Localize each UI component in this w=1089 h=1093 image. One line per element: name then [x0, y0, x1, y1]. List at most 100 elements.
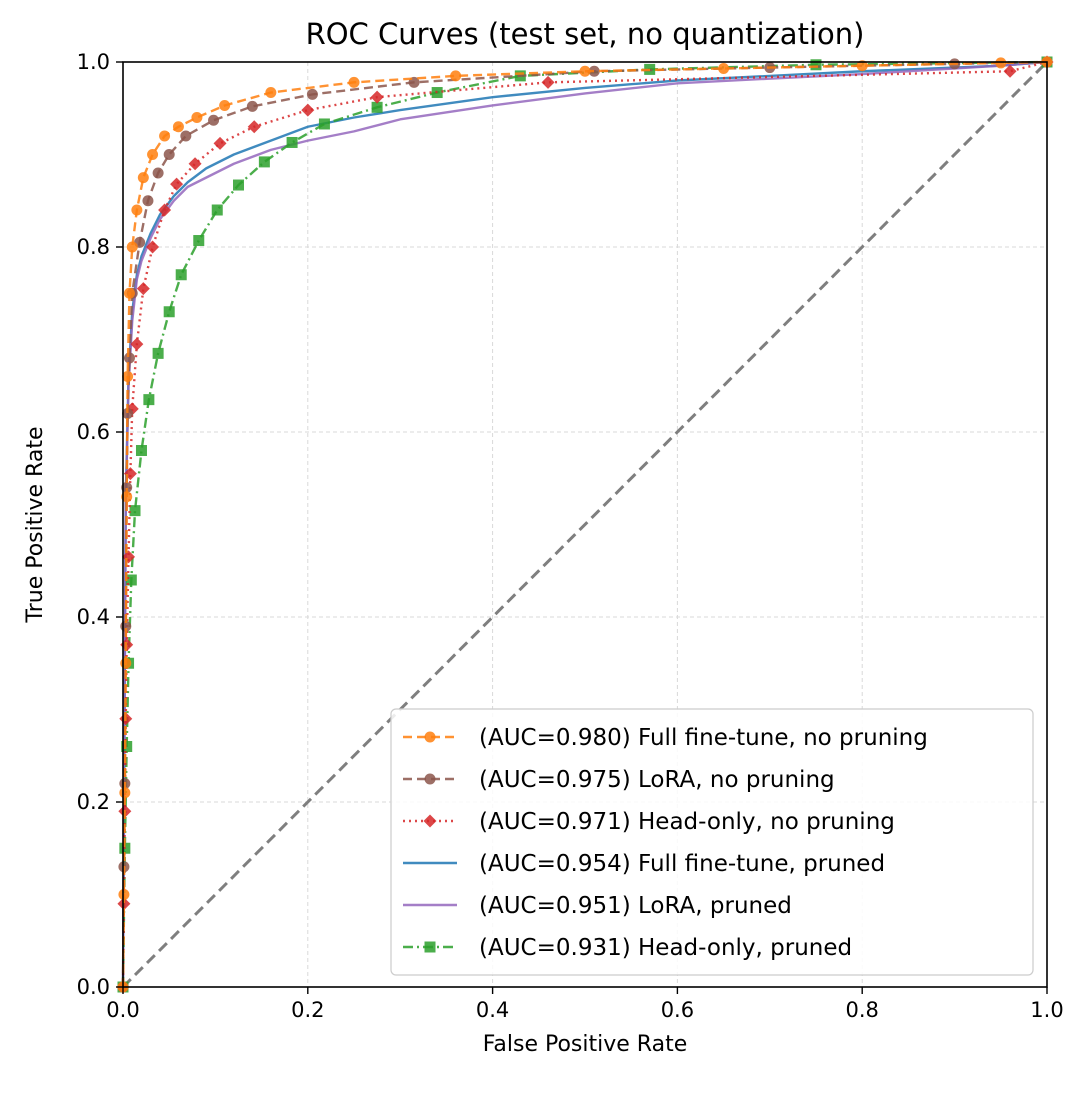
legend-swatch-marker	[424, 731, 436, 743]
data-point	[120, 657, 132, 669]
data-point	[191, 112, 203, 123]
x-tick-label: 0.4	[476, 998, 509, 1022]
legend-item: (AUC=0.931) Head-only, pruned	[403, 935, 852, 961]
series-0	[117, 56, 1053, 993]
legend-item: (AUC=0.975) LoRA, no pruning	[403, 767, 835, 793]
data-point	[129, 505, 141, 517]
data-point	[810, 59, 822, 71]
legend-swatch-marker	[424, 941, 436, 953]
data-point	[119, 787, 131, 799]
data-point	[159, 130, 171, 142]
y-tick-label: 1.0	[77, 50, 110, 74]
data-point	[541, 75, 555, 89]
data-point	[121, 491, 133, 503]
data-point	[286, 136, 298, 148]
series-line	[121, 60, 1048, 988]
series-4	[121, 60, 1048, 988]
legend-box	[390, 708, 1034, 976]
data-point	[121, 482, 133, 493]
chart-title: ROC Curves (test set, no quantization)	[306, 17, 865, 51]
data-point	[170, 177, 184, 191]
data-point	[117, 897, 131, 911]
y-tick-label: 0.6	[77, 420, 110, 444]
data-point	[175, 269, 187, 281]
data-point	[188, 157, 202, 171]
data-point	[158, 203, 172, 217]
legend-item: (AUC=0.954) Full fine-tune, pruned	[403, 851, 885, 877]
legend-label: (AUC=0.954) Full fine-tune, pruned	[479, 851, 885, 877]
data-point	[122, 408, 134, 419]
data-point	[142, 195, 154, 207]
x-tick-label: 1.0	[1030, 998, 1063, 1022]
data-point	[246, 100, 258, 112]
data-point	[131, 204, 143, 216]
series-group	[116, 55, 1054, 994]
data-point	[152, 347, 164, 359]
data-point	[146, 240, 160, 254]
data-point	[856, 60, 868, 72]
series-line	[121, 60, 1048, 988]
data-point	[211, 204, 223, 216]
legend-item: (AUC=0.951) LoRA, pruned	[403, 893, 792, 919]
y-tick-label: 0.2	[77, 790, 110, 814]
data-point	[122, 550, 136, 564]
y-tick-label: 0.0	[77, 975, 110, 999]
data-point	[136, 282, 150, 296]
data-point	[370, 90, 384, 104]
data-point	[130, 337, 144, 351]
legend-swatch-marker	[424, 773, 436, 785]
x-tick-label: 0.0	[106, 998, 139, 1022]
y-axis-label: True Positive Rate	[23, 427, 48, 624]
data-point	[180, 130, 192, 142]
legend-item: (AUC=0.971) Head-only, no pruning	[403, 809, 895, 835]
legend-label: (AUC=0.980) Full fine-tune, no pruning	[479, 725, 928, 751]
data-point	[588, 65, 600, 77]
legend-label: (AUC=0.971) Head-only, no pruning	[479, 809, 895, 835]
legend-label: (AUC=0.975) LoRA, no pruning	[479, 767, 835, 793]
x-tick-label: 0.6	[661, 998, 694, 1022]
data-point	[718, 62, 730, 74]
data-point	[995, 57, 1007, 69]
data-point	[348, 76, 360, 88]
data-point	[208, 114, 220, 126]
data-point	[318, 118, 330, 130]
data-point	[121, 741, 133, 752]
data-point	[247, 120, 261, 134]
axis-ticks: 0.0 0.2 0.4 0.6 0.8 1.0 0.0 0.2 0.4 0.6 0.8 1.0	[77, 50, 1064, 1022]
data-point	[163, 149, 175, 160]
legend: (AUC=0.980) Full fine-tune, no pruning (A…	[390, 708, 1034, 976]
data-point	[125, 574, 137, 586]
data-point	[219, 99, 231, 111]
data-point	[301, 103, 315, 117]
data-point	[123, 352, 135, 364]
data-point	[258, 156, 270, 168]
data-point	[123, 287, 135, 299]
data-point	[118, 889, 130, 900]
data-point	[135, 445, 147, 456]
data-point	[126, 241, 138, 253]
data-point	[152, 167, 164, 179]
data-point	[193, 235, 205, 247]
data-point	[265, 87, 277, 99]
data-point	[137, 172, 149, 184]
data-point	[213, 136, 227, 150]
data-point	[371, 101, 383, 113]
legend-item: (AUC=0.980) Full fine-tune, no pruning	[403, 725, 928, 751]
x-axis-label: False Positive Rate	[483, 1032, 687, 1057]
reference-diagonal-line	[121, 60, 1049, 989]
data-point	[172, 121, 184, 133]
data-point	[143, 394, 155, 406]
x-tick-label: 0.8	[845, 998, 878, 1022]
data-point	[163, 306, 175, 318]
plot-frame	[122, 61, 1048, 988]
legend-swatch-marker	[423, 814, 437, 828]
legend-label: (AUC=0.951) LoRA, pruned	[479, 893, 792, 919]
series-line	[121, 60, 1048, 988]
x-tick-label: 0.2	[291, 998, 324, 1022]
y-tick-label: 0.4	[77, 605, 110, 629]
data-point	[122, 371, 134, 382]
data-point	[1003, 64, 1017, 78]
data-point	[579, 65, 591, 77]
data-point	[306, 88, 318, 100]
